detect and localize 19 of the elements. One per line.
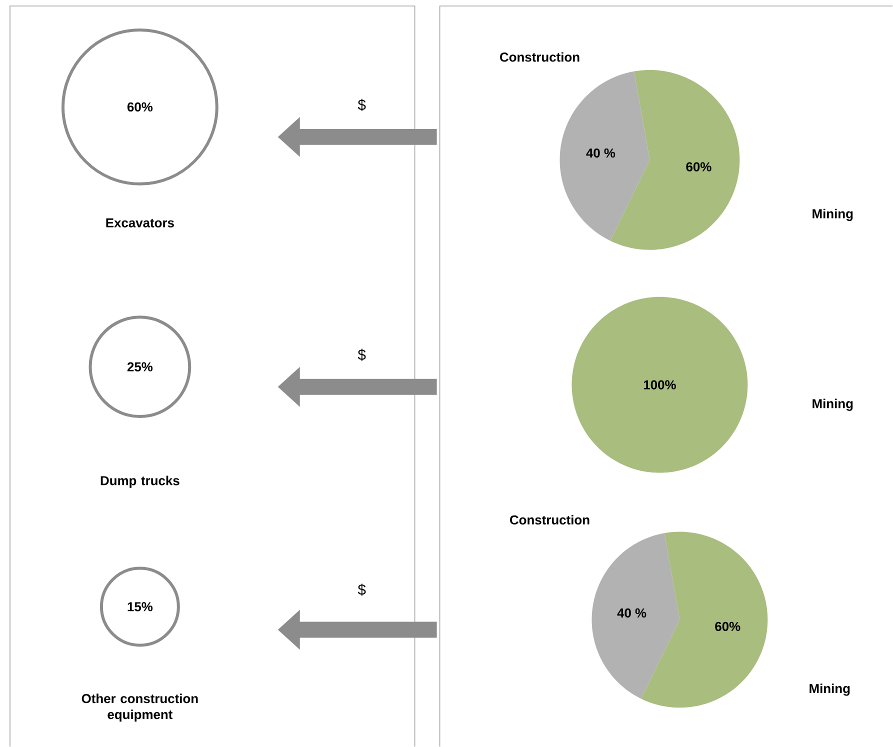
slice-label: Construction (510, 514, 590, 524)
category-label: Other construction equipment (82, 694, 198, 722)
data-label: 100% (644, 380, 676, 390)
data-label: 40 % (586, 148, 616, 158)
data-label: 15% (128, 602, 153, 612)
data-label: 25% (127, 362, 153, 372)
category-label: Excavators (106, 218, 174, 228)
text: $ (358, 348, 366, 361)
data-label: 60% (715, 622, 740, 632)
data-label: 60% (686, 162, 712, 172)
category-label: Dump trucks (100, 476, 180, 488)
data-label: 60% (127, 102, 153, 112)
text: $ (358, 98, 366, 111)
slice-label: Mining (812, 208, 853, 221)
text: $ (358, 584, 366, 596)
data-label: 40 % (617, 608, 646, 618)
slice-label: Mining (810, 684, 850, 696)
slice-label: Mining (812, 398, 853, 411)
slice-label: Construction (500, 52, 580, 62)
